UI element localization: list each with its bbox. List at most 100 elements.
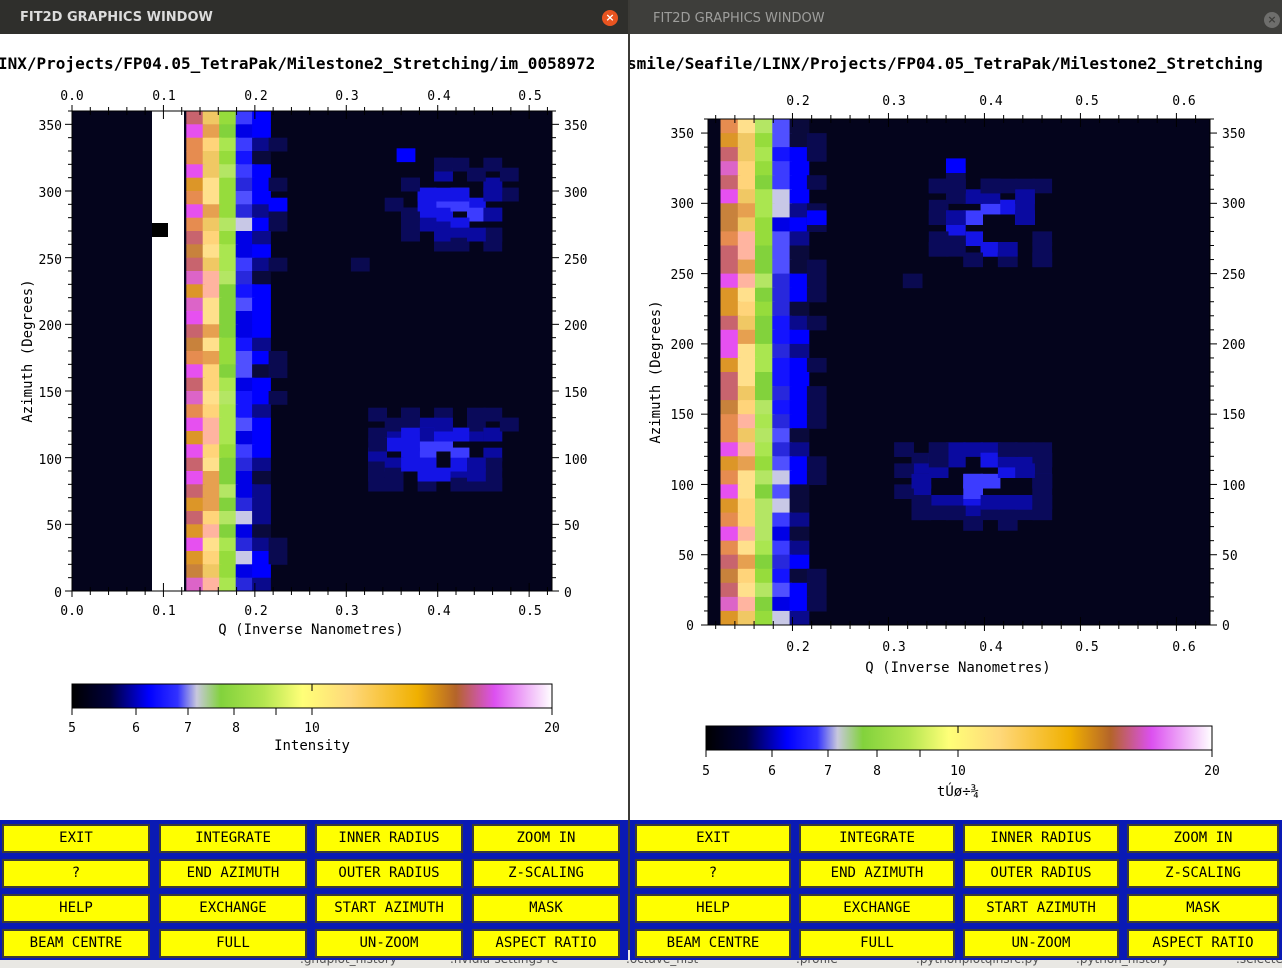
heatmap-cell bbox=[219, 377, 238, 392]
heatmap-cell bbox=[219, 151, 238, 165]
heatmap-cell bbox=[755, 231, 775, 246]
heatmap-cell bbox=[235, 124, 255, 139]
z-scaling-button[interactable]: Z-SCALING bbox=[1127, 859, 1279, 888]
heatmap-cell bbox=[980, 495, 1001, 510]
title-bar[interactable]: FIT2D GRAPHICS WINDOW × bbox=[0, 0, 628, 34]
aspect-ratio-button[interactable]: ASPECT RATIO bbox=[1127, 929, 1279, 958]
heatmap-cell bbox=[417, 217, 437, 232]
outer-radius-button[interactable]: OUTER RADIUS bbox=[315, 859, 463, 888]
heatmap-cell bbox=[384, 437, 404, 452]
heatmap-cell bbox=[737, 456, 758, 471]
exchange-button[interactable]: EXCHANGE bbox=[799, 894, 955, 923]
inner-radius-button[interactable]: INNER RADIUS bbox=[963, 824, 1119, 853]
heatmap-cell bbox=[772, 372, 792, 387]
beam-centre-button[interactable]: BEAM CENTRE bbox=[2, 929, 150, 958]
bottom-tick-label: 0.3 bbox=[882, 640, 905, 655]
heatmap-cell bbox=[202, 204, 222, 219]
zoom-in-button[interactable]: ZOOM IN bbox=[1127, 824, 1279, 853]
end-azimuth-button[interactable]: END AZIMUTH bbox=[799, 859, 955, 888]
inner-radius-button[interactable]: INNER RADIUS bbox=[315, 824, 463, 853]
plot-background bbox=[72, 111, 552, 591]
left-tick-label: 300 bbox=[671, 197, 694, 212]
close-icon[interactable]: × bbox=[1264, 12, 1280, 28]
heatmap-cells bbox=[720, 119, 1053, 626]
start-azimuth-button[interactable]: START AZIMUTH bbox=[315, 894, 463, 923]
end-azimuth-button[interactable]: END AZIMUTH bbox=[159, 859, 307, 888]
heatmap-cell bbox=[434, 207, 453, 222]
heatmap-cell bbox=[186, 324, 206, 339]
title-bar[interactable]: FIT2D GRAPHICS WINDOW × bbox=[630, 0, 1282, 34]
heatmap-cell bbox=[252, 431, 271, 445]
z-scaling-button[interactable]: Z-SCALING bbox=[472, 859, 620, 888]
heatmap-cell bbox=[268, 197, 288, 212]
heatmap-cell bbox=[772, 133, 792, 148]
heatmap-cell bbox=[789, 301, 810, 317]
integrate-button[interactable]: INTEGRATE bbox=[799, 824, 955, 853]
heatmap-cell bbox=[997, 442, 1018, 457]
heatmap-cell bbox=[755, 329, 775, 345]
heatmap-cell bbox=[252, 111, 271, 125]
question-button[interactable]: ? bbox=[635, 859, 791, 888]
heatmap-cell bbox=[252, 324, 271, 339]
right-tick-label: 350 bbox=[1222, 127, 1245, 142]
heatmap-cell bbox=[434, 417, 453, 432]
mask-button[interactable]: MASK bbox=[472, 894, 620, 923]
heatmap-cell bbox=[755, 273, 775, 289]
un-zoom-button[interactable]: UN-ZOOM bbox=[315, 929, 463, 958]
exit-button[interactable]: EXIT bbox=[2, 824, 150, 853]
heatmap-cell bbox=[997, 199, 1018, 215]
heatmap-cell bbox=[202, 551, 222, 565]
un-zoom-button[interactable]: UN-ZOOM bbox=[963, 929, 1119, 958]
heatmap-cell bbox=[720, 147, 741, 162]
question-button[interactable]: ? bbox=[2, 859, 150, 888]
heatmap-cell bbox=[980, 473, 1001, 489]
outer-radius-button[interactable]: OUTER RADIUS bbox=[963, 859, 1119, 888]
heatmap-cell bbox=[368, 477, 387, 492]
heatmap-cell bbox=[268, 217, 288, 232]
heatmap-cell bbox=[186, 284, 206, 299]
heatmap-cell bbox=[252, 564, 271, 579]
help-button[interactable]: HELP bbox=[2, 894, 150, 923]
aspect-ratio-button[interactable]: ASPECT RATIO bbox=[472, 929, 620, 958]
heatmap-cell bbox=[202, 391, 222, 405]
right-tick-label: 0 bbox=[564, 586, 572, 601]
heatmap-cell bbox=[219, 364, 238, 379]
heatmap-cell bbox=[450, 427, 470, 442]
mask-button[interactable]: MASK bbox=[1127, 894, 1279, 923]
heatmap-cell bbox=[720, 582, 741, 598]
zoom-in-button[interactable]: ZOOM IN bbox=[472, 824, 620, 853]
heatmap-cell bbox=[252, 377, 271, 392]
beam-centre-button[interactable]: BEAM CENTRE bbox=[635, 929, 791, 958]
help-button[interactable]: HELP bbox=[635, 894, 791, 923]
heatmap-cell bbox=[755, 133, 775, 148]
heatmap-cell bbox=[755, 596, 775, 612]
heatmap-cell bbox=[235, 364, 255, 379]
heatmap-cell bbox=[202, 177, 222, 192]
heatmap-cell bbox=[186, 471, 206, 485]
top-tick-label: 0.6 bbox=[1172, 94, 1195, 109]
heatmap-cell bbox=[186, 257, 206, 272]
heatmap-cell bbox=[789, 175, 810, 190]
close-icon[interactable]: × bbox=[602, 10, 618, 26]
heatmap-cell bbox=[789, 610, 810, 626]
heatmap-cell bbox=[755, 470, 775, 485]
heatmap-cell bbox=[755, 189, 775, 204]
start-azimuth-button[interactable]: START AZIMUTH bbox=[963, 894, 1119, 923]
right-tick-label: 350 bbox=[564, 119, 587, 134]
heatmap-cell bbox=[434, 157, 453, 172]
heatmap-cell bbox=[755, 147, 775, 162]
heatmap-cell bbox=[186, 297, 206, 312]
heatmap-cell bbox=[202, 577, 222, 592]
full-button[interactable]: FULL bbox=[799, 929, 955, 958]
heatmap-cell bbox=[235, 164, 255, 179]
exit-button[interactable]: EXIT bbox=[635, 824, 791, 853]
heatmap-cell bbox=[806, 470, 827, 485]
heatmap-cell bbox=[202, 217, 222, 232]
heatmap-cell bbox=[772, 161, 792, 176]
heatmap-cell bbox=[720, 428, 741, 443]
exchange-button[interactable]: EXCHANGE bbox=[159, 894, 307, 923]
full-button[interactable]: FULL bbox=[159, 929, 307, 958]
axis-ticks bbox=[65, 105, 559, 597]
integrate-button[interactable]: INTEGRATE bbox=[159, 824, 307, 853]
heatmap-cell bbox=[755, 540, 775, 556]
